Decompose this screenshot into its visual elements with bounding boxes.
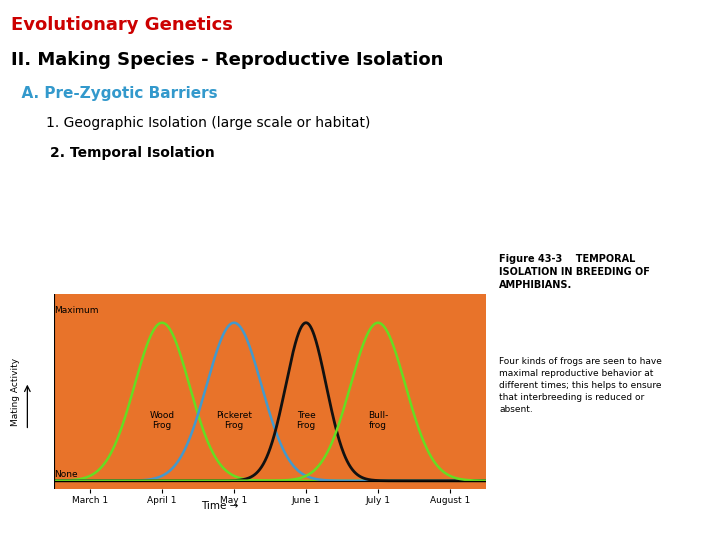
- Text: None: None: [54, 470, 78, 479]
- Text: 1. Geographic Isolation (large scale or habitat): 1. Geographic Isolation (large scale or …: [11, 116, 370, 130]
- Text: Maximum: Maximum: [54, 306, 99, 315]
- Text: Pickeret
Frog: Pickeret Frog: [216, 411, 252, 430]
- Text: Evolutionary Genetics: Evolutionary Genetics: [11, 16, 233, 34]
- Text: Tree
Frog: Tree Frog: [297, 411, 315, 430]
- Text: 2. Temporal Isolation: 2. Temporal Isolation: [11, 146, 215, 160]
- Text: Time →: Time →: [201, 501, 238, 511]
- Text: Figure 43-3    TEMPORAL
ISOLATION IN BREEDING OF
AMPHIBIANS.: Figure 43-3 TEMPORAL ISOLATION IN BREEDI…: [500, 254, 650, 291]
- Text: Wood
Frog: Wood Frog: [150, 411, 174, 430]
- Text: Mating Activity: Mating Activity: [12, 357, 20, 426]
- Text: A. Pre-Zygotic Barriers: A. Pre-Zygotic Barriers: [11, 86, 217, 102]
- Text: II. Making Species - Reproductive Isolation: II. Making Species - Reproductive Isolat…: [11, 51, 444, 69]
- Text: Four kinds of frogs are seen to have
maximal reproductive behavior at
different : Four kinds of frogs are seen to have max…: [500, 357, 662, 414]
- Text: Bull-
frog: Bull- frog: [368, 411, 388, 430]
